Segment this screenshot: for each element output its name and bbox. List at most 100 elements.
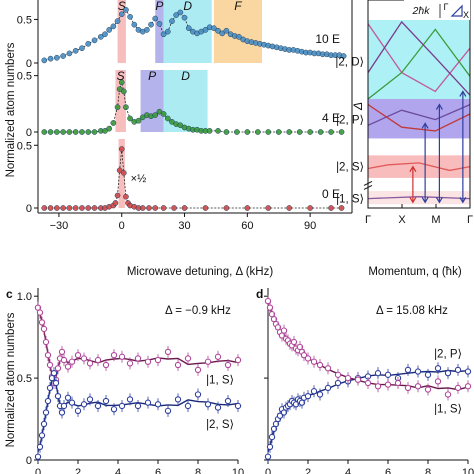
- d-point-0-1: [266, 443, 274, 451]
- data-point-0-39: [223, 27, 230, 34]
- data-point-0-9: [97, 34, 104, 40]
- band-label-S-1: S: [117, 69, 125, 83]
- c-point-0-33: [224, 361, 232, 369]
- dispersion-curve-5: [367, 162, 471, 172]
- c-point-0-18: [86, 360, 94, 367]
- d-x-tick-label-0: 0: [265, 467, 271, 474]
- d-point-0-32: [424, 371, 432, 378]
- c-point-1-14: [64, 394, 72, 401]
- c-point-1-9: [52, 379, 60, 387]
- band-S-0: [117, 0, 126, 63]
- d-x-tick-label-3: 6: [385, 467, 391, 474]
- data-point-1-0: [41, 129, 48, 135]
- c-point-0-25: [144, 358, 152, 365]
- c-point-0-21: [110, 352, 118, 359]
- c-point-0-30: [194, 366, 202, 374]
- inset-gamma-label: Γ: [444, 2, 449, 12]
- data-point-0-21: [148, 21, 154, 28]
- data-point-1-3: [60, 129, 66, 135]
- c-point-1-19: [94, 402, 102, 410]
- d-point-0-22: [324, 384, 332, 392]
- d-point-1-28: [384, 381, 392, 388]
- c-legend-2S: |2, S⟩: [206, 418, 234, 431]
- d-point-1-25: [354, 376, 362, 383]
- d-point-0-23: [334, 379, 342, 387]
- c-point-1-26: [154, 401, 162, 408]
- c-x-tick-label-2: 4: [115, 467, 121, 474]
- c-point-0-1: [36, 309, 44, 316]
- data-point-1-37: [206, 128, 213, 134]
- d-point-0-33: [434, 365, 442, 372]
- data-point-2-31: [244, 205, 251, 211]
- b-x-tick-label-2: M: [431, 214, 440, 226]
- d-point-0-28: [384, 371, 392, 378]
- c-point-1-32: [214, 404, 222, 411]
- b-x-tick-label-3: Γ: [467, 214, 473, 226]
- band-label-D-0: D: [183, 0, 192, 13]
- data-point-0-22: [152, 15, 159, 22]
- data-point-2-32: [265, 205, 272, 211]
- c-point-0-2: [38, 319, 46, 326]
- data-point-1-39: [223, 129, 230, 135]
- panel-b-frame: [367, 0, 471, 209]
- band-fill-3: [368, 191, 470, 205]
- d-legend-2P: |2, P⟩: [434, 348, 462, 361]
- c-point-0-15: [68, 358, 76, 365]
- data-point-1-6: [79, 129, 85, 135]
- y-tick-label-0-1: 0.5: [17, 14, 32, 26]
- data-point-1-4: [66, 129, 73, 135]
- c-point-0-26: [154, 356, 162, 364]
- series-line-2: [44, 148, 342, 209]
- data-point-2-4: [66, 205, 73, 211]
- c-point-0-34: [234, 356, 242, 364]
- data-point-0-36: [210, 25, 217, 31]
- data-point-1-47: [307, 129, 313, 135]
- d-point-0-2: [268, 433, 276, 441]
- d-point-1-21: [316, 361, 324, 369]
- d-point-1-29: [394, 379, 402, 387]
- x-tick-label-3: 60: [241, 220, 253, 232]
- d-point-1-23: [334, 371, 342, 378]
- d-point-1-24: [344, 374, 352, 382]
- dispersion-curve-4: [367, 104, 471, 132]
- c-point-1-25: [144, 399, 152, 406]
- c-point-0-4: [42, 338, 50, 346]
- d-point-0-19: [304, 392, 312, 400]
- data-point-1-48: [317, 129, 324, 135]
- axis-break: [363, 180, 373, 190]
- data-point-1-46: [296, 129, 303, 135]
- arrow-head-down-3: [459, 197, 467, 204]
- data-point-0-14: [118, 11, 125, 18]
- c-x-tick-label-4: 8: [195, 467, 201, 474]
- data-point-1-7: [85, 129, 92, 135]
- data-point-2-14: [114, 192, 121, 199]
- y-tick-label-1-0: 0: [26, 127, 32, 139]
- c-y-tick-label-1: 0.5: [17, 373, 32, 385]
- data-point-0-38: [219, 30, 226, 37]
- data-point-2-33: [286, 205, 293, 211]
- data-point-2-8: [91, 205, 98, 211]
- c-point-0-32: [214, 353, 222, 360]
- data-point-2-28: [181, 205, 188, 211]
- data-point-1-38: [215, 128, 221, 134]
- arrow-head-up-0: [409, 165, 417, 172]
- data-point-2-23: [139, 205, 146, 211]
- d-point-0-30: [404, 366, 412, 374]
- c-point-0-20: [102, 361, 110, 369]
- x-tick-label-1: 0: [119, 220, 125, 232]
- data-point-1-20: [135, 117, 142, 124]
- d-point-0-6: [276, 412, 284, 419]
- c-point-1-29: [184, 402, 192, 410]
- panel-c-label: c: [6, 287, 13, 301]
- data-point-0-8: [91, 37, 98, 44]
- d-point-1-27: [374, 383, 382, 390]
- x-tick-label-2: 30: [178, 220, 190, 232]
- data-point-2-17: [120, 170, 127, 176]
- c-point-1-2: [38, 432, 46, 439]
- panel-d: 0 2 4 6 8 10 |2, P⟩ |1, S⟩: [264, 288, 474, 474]
- c-point-1-0: [34, 453, 42, 460]
- c-point-1-12: [58, 409, 66, 416]
- data-point-2-30: [223, 205, 230, 211]
- b-x-tick-label-1: X: [398, 214, 406, 226]
